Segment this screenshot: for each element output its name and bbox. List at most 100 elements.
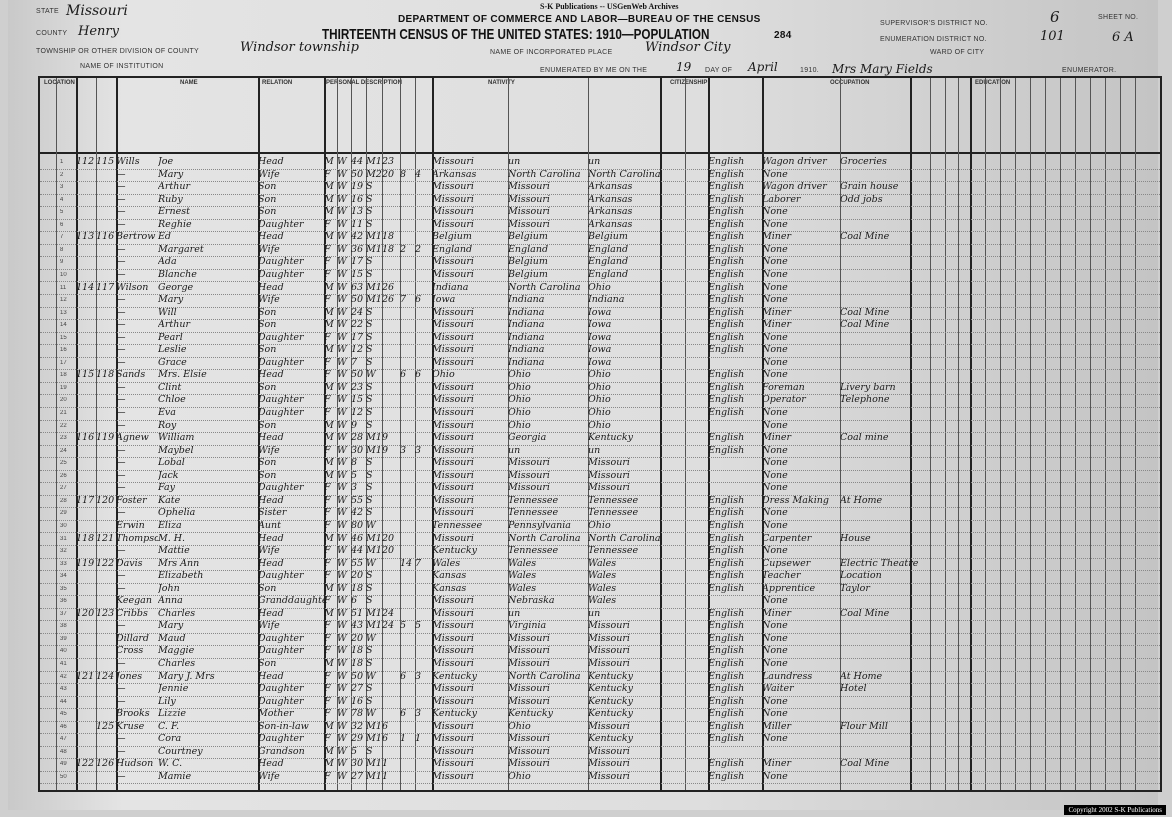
cell-mother-birthplace: Kentucky xyxy=(588,695,633,707)
column-divider xyxy=(1135,78,1136,790)
cell-father-birthplace: Tennessee xyxy=(508,494,559,506)
column-divider xyxy=(56,78,57,790)
cell-surname: — xyxy=(116,306,126,318)
cell-relation: Son xyxy=(258,206,277,218)
cell-race: W xyxy=(337,469,347,481)
cell-family: 120 xyxy=(96,494,115,506)
cell-race: W xyxy=(337,532,347,544)
cell-birthplace: Missouri xyxy=(432,758,474,770)
cell-relation: Son xyxy=(258,381,277,393)
cell-trade: Miner xyxy=(762,319,792,331)
table-row: 6 — Reghie Daughter F W 11 S Missouri Missouri Ark… xyxy=(40,219,1160,233)
cell-trade: Wagon driver xyxy=(762,156,827,167)
cell-language: English xyxy=(708,632,745,644)
cell-given-name: Jennie xyxy=(158,683,189,695)
cell-birthplace: Missouri xyxy=(432,193,474,205)
cell-father-birthplace: un xyxy=(508,444,521,456)
cell-birthplace: Missouri xyxy=(432,595,474,607)
cell-industry: Electric Theatre xyxy=(840,557,919,569)
cell-mother-birthplace: Ohio xyxy=(588,407,611,418)
cell-father-birthplace: Missouri xyxy=(508,745,550,757)
cell-race: W xyxy=(337,369,347,381)
table-row: 39 Dillard Maud Daughter F W 20 W Missouri Missou… xyxy=(40,633,1160,647)
cell-birthplace: Missouri xyxy=(432,645,474,657)
cell-birthplace: Missouri xyxy=(432,532,474,544)
cell-age: 50 xyxy=(351,168,364,180)
cell-children-born: 1 xyxy=(400,733,407,745)
cell-sex: F xyxy=(324,695,331,707)
cell-marital: M1 xyxy=(366,620,382,632)
column-divider xyxy=(382,78,383,790)
cell-marital: M1 xyxy=(366,733,382,745)
cell-given-name: M. H. xyxy=(158,532,186,544)
cell-given-name: Mary xyxy=(158,294,184,306)
line-number: 50 xyxy=(60,773,67,780)
cell-race: W xyxy=(337,770,347,782)
cell-marital: S xyxy=(366,206,373,218)
cell-surname: — xyxy=(116,193,126,205)
cell-birthplace: Missouri xyxy=(432,432,474,444)
column-divider xyxy=(1090,78,1091,790)
cell-language: English xyxy=(708,720,745,732)
cell-language: English xyxy=(708,156,745,167)
cell-sex: F xyxy=(324,733,331,745)
cell-relation: Son xyxy=(258,658,277,669)
cell-relation: Son xyxy=(258,469,277,481)
cell-marital: S xyxy=(366,181,373,193)
cell-given-name: Ed xyxy=(158,231,172,243)
cell-marital: S xyxy=(366,344,373,356)
cell-years-married: 9 xyxy=(382,432,389,444)
cell-relation: Daughter xyxy=(258,256,304,268)
cell-relation: Daughter xyxy=(258,218,304,230)
cell-surname: — xyxy=(116,319,126,331)
cell-given-name: Charles xyxy=(158,658,196,669)
cell-dwelling: 122 xyxy=(76,758,95,770)
cell-language: English xyxy=(708,557,745,569)
cell-race: W xyxy=(337,745,347,757)
line-number: 15 xyxy=(60,334,67,341)
cell-given-name: Courtney xyxy=(158,745,203,757)
cell-birthplace: Indiana xyxy=(432,281,469,293)
cell-trade: None xyxy=(762,695,788,707)
cell-mother-birthplace: Ohio xyxy=(588,394,611,406)
month-value: April xyxy=(748,60,778,74)
line-number: 4 xyxy=(60,196,64,203)
table-row: 22 — Roy Son M W 9 S Missouri Ohio Ohio None xyxy=(40,420,1160,434)
cell-sex: F xyxy=(324,708,331,720)
cell-language: English xyxy=(708,658,745,669)
cell-sex: F xyxy=(324,620,331,632)
cell-race: W xyxy=(337,658,347,669)
cell-mother-birthplace: Tennessee xyxy=(588,494,639,506)
cell-marital: S xyxy=(366,482,373,494)
cell-birthplace: Missouri xyxy=(432,156,474,167)
cell-race: W xyxy=(337,281,347,293)
cell-father-birthplace: Ohio xyxy=(508,369,531,381)
cell-marital: S xyxy=(366,507,373,519)
cell-age: 12 xyxy=(351,407,364,418)
cell-mother-birthplace: Arkansas xyxy=(588,193,633,205)
cell-children-living: 3 xyxy=(415,444,422,456)
cell-race: W xyxy=(337,394,347,406)
column-divider xyxy=(366,78,367,790)
cell-sex: M xyxy=(324,181,334,193)
cell-marital: S xyxy=(366,695,373,707)
cell-father-birthplace: Missouri xyxy=(508,632,550,644)
cell-children-born: 6 xyxy=(400,369,407,381)
cell-birthplace: Missouri xyxy=(432,256,474,268)
cell-relation: Daughter xyxy=(258,632,304,644)
cell-mother-birthplace: Iowa xyxy=(588,319,612,331)
table-row: 9 — Ada Daughter F W 17 S Missouri Belgium England… xyxy=(40,256,1160,270)
column-divider xyxy=(415,78,416,790)
cell-father-birthplace: Missouri xyxy=(508,758,550,770)
cell-years-married: 23 xyxy=(382,156,395,167)
line-number: 22 xyxy=(60,422,67,429)
cell-age: 20 xyxy=(351,632,364,644)
cell-race: W xyxy=(337,156,347,167)
cell-trade: Teacher xyxy=(762,570,801,582)
cell-birthplace: Missouri xyxy=(432,381,474,393)
cell-relation: Aunt xyxy=(258,519,281,531)
cell-father-birthplace: North Carolina xyxy=(508,168,581,180)
cell-race: W xyxy=(337,344,347,356)
cell-relation: Head xyxy=(258,532,284,544)
cell-mother-birthplace: un xyxy=(588,444,601,456)
